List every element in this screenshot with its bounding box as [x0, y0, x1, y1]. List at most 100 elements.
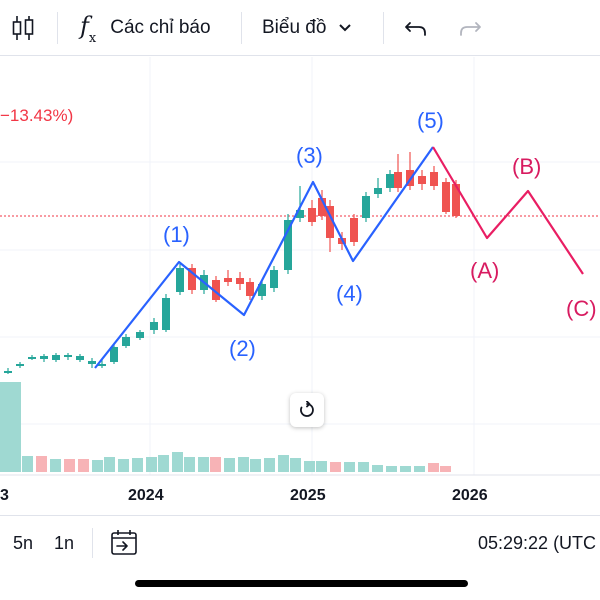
volume-bar: [344, 462, 355, 472]
volume-bar: [0, 382, 11, 472]
candle-body: [52, 355, 60, 360]
volume-bar: [238, 457, 249, 472]
candle-body: [236, 278, 244, 284]
percent-change-label: −13.43%): [0, 106, 74, 125]
volume-bar: [224, 458, 235, 472]
range-1y-button[interactable]: 1n: [54, 532, 75, 553]
reset-icon: [300, 401, 314, 417]
candle-body: [40, 356, 48, 359]
volume-bar: [250, 459, 261, 472]
chart-type-dropdown[interactable]: Biểu đồ: [262, 0, 352, 56]
candle-body: [76, 356, 84, 360]
candle-body: [350, 218, 358, 242]
candle-body: [442, 182, 450, 212]
top-toolbar: fx Các chỉ báo Biểu đồ: [0, 0, 600, 56]
candle-body: [122, 337, 130, 346]
wave-label-2: (2): [229, 336, 256, 361]
volume-bar: [172, 452, 183, 472]
candle-body: [162, 298, 170, 330]
range-5y-button[interactable]: 5n: [13, 532, 34, 553]
goto-date-button[interactable]: [110, 516, 140, 570]
volume-bar: [264, 458, 275, 472]
clock-timezone[interactable]: 05:29:22 (UTC: [478, 532, 597, 553]
redo-icon: [460, 22, 481, 36]
candle-body: [4, 371, 12, 373]
candle-body: [418, 176, 426, 184]
wave-label-3: (3): [296, 143, 323, 168]
home-indicator: [135, 580, 468, 587]
candle-body: [88, 361, 96, 364]
volume-bar: [316, 461, 327, 472]
candle-body: [284, 220, 292, 270]
candle-body: [98, 364, 106, 366]
chart-canvas[interactable]: (1) (2) (3) (4) (5) (A) (B) (C) 3 2024 2…: [0, 57, 600, 515]
candle-body: [318, 198, 326, 216]
candlesticks: [4, 152, 460, 374]
volume-bar: [400, 466, 411, 472]
time-axis-labels: 3 2024 2025 2026: [0, 487, 488, 504]
undo-button[interactable]: [404, 0, 428, 56]
candle-body: [430, 172, 438, 186]
chart-style-button[interactable]: [10, 0, 36, 56]
volume-bar: [146, 457, 157, 472]
candle-body: [246, 282, 254, 296]
indicators-button[interactable]: fx Các chỉ báo: [80, 0, 211, 56]
candle-body: [452, 184, 460, 216]
year-label: 3: [0, 487, 9, 504]
candle-body: [188, 268, 196, 290]
volume-bar: [36, 456, 47, 472]
bottom-separator: [92, 528, 93, 558]
candle-body: [270, 270, 278, 288]
volume-bar: [290, 458, 301, 472]
candle-body: [110, 347, 118, 362]
year-label: 2025: [290, 487, 326, 504]
candle-body: [64, 355, 72, 357]
volume-bar: [278, 455, 289, 472]
volume-bar: [10, 382, 21, 472]
volume-bar: [50, 459, 61, 472]
volume-bars: [0, 382, 451, 472]
candle-body: [224, 278, 232, 282]
volume-bar: [198, 457, 209, 472]
candle-body: [326, 206, 334, 238]
reset-chart-button[interactable]: [290, 393, 324, 427]
volume-bar: [118, 459, 129, 472]
indicators-label: Các chỉ báo: [110, 17, 211, 38]
volume-bar: [92, 460, 103, 472]
chart-type-label: Biểu đồ: [262, 17, 327, 38]
volume-bar: [440, 466, 451, 472]
wave-label-c: (C): [566, 296, 597, 321]
goto-date-icon: [111, 530, 137, 555]
price-chart[interactable]: (1) (2) (3) (4) (5) (A) (B) (C) 3 2024 2…: [0, 57, 600, 515]
year-label: 2024: [128, 487, 164, 504]
volume-bar: [158, 455, 169, 472]
volume-bar: [358, 462, 369, 472]
wave-label-5: (5): [417, 108, 444, 133]
candle-body: [136, 332, 144, 338]
candle-body: [258, 284, 266, 296]
fx-icon: fx: [80, 12, 97, 46]
candles-icon: [12, 16, 34, 40]
volume-bar: [104, 457, 115, 472]
redo-button[interactable]: [458, 0, 482, 56]
candle-body: [28, 357, 36, 359]
volume-bar: [132, 458, 143, 472]
candle-body: [150, 322, 158, 330]
correction-wave-line: [432, 146, 584, 275]
bottom-toolbar: 5n 1n 05:29:22 (UTC: [0, 515, 600, 571]
toolbar-separator: [241, 12, 242, 44]
chevron-down-icon: [339, 24, 352, 32]
volume-bar: [330, 462, 341, 472]
volume-bar: [414, 466, 425, 472]
candle-body: [374, 188, 382, 194]
toolbar-separator: [383, 12, 384, 44]
toolbar-separator: [57, 12, 58, 44]
wave-label-b: (B): [512, 154, 541, 179]
volume-bar: [78, 459, 89, 472]
candle-body: [176, 268, 184, 292]
candle-body: [362, 196, 370, 218]
wave-label-4: (4): [336, 281, 363, 306]
candle-body: [16, 364, 24, 366]
volume-bar: [304, 461, 315, 472]
wave-label-a: (A): [470, 258, 499, 283]
